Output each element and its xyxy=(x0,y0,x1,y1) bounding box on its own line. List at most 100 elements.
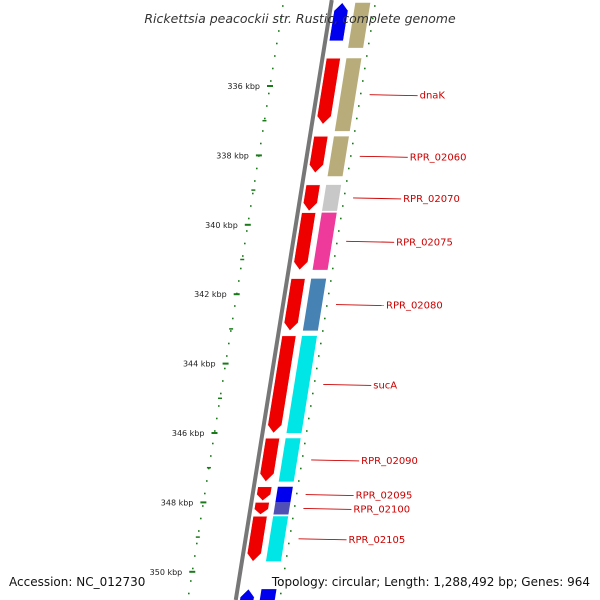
gene-label: RPR_02095 xyxy=(356,491,413,502)
gene-labels: dnaK RPR_02060 RPR_02070 RPR_02075 RPR_02080… xyxy=(298,91,467,546)
orf-arrow-reverse xyxy=(267,335,297,434)
outer-guide-dot xyxy=(370,30,372,32)
outer-guide-dot xyxy=(320,342,322,345)
outer-guide-dot xyxy=(326,305,328,307)
inner-guide-dot xyxy=(198,530,200,532)
backbone-line xyxy=(233,0,334,600)
inner-guide-dot xyxy=(272,67,274,70)
gene-track xyxy=(259,2,371,600)
inner-guide-dot xyxy=(276,42,278,45)
inner-guide-dot xyxy=(188,592,190,595)
inner-guide-dot xyxy=(244,242,246,245)
inner-guide-dot xyxy=(282,5,284,7)
outer-guide-dot xyxy=(364,67,366,70)
gene-label-leader xyxy=(298,538,347,541)
gene-block xyxy=(259,589,277,600)
inner-guide-dot xyxy=(234,305,236,307)
gene-block xyxy=(286,335,318,433)
outer-guide-dot xyxy=(310,405,312,407)
gene-label-leader xyxy=(359,155,408,158)
inner-guide-dot xyxy=(270,80,272,82)
orf-track xyxy=(239,2,349,600)
outer-guide-dot xyxy=(352,142,354,145)
gene-block xyxy=(327,136,349,177)
outer-guide-dot xyxy=(318,355,320,357)
outer-guide-dot xyxy=(300,467,302,470)
orf-arrow-reverse xyxy=(254,502,270,515)
gene-block xyxy=(275,486,293,503)
orf-arrow-reverse xyxy=(293,212,317,271)
outer-guide-dot xyxy=(362,80,364,82)
outer-guide-dot xyxy=(348,167,350,170)
inner-guide-dot xyxy=(254,180,256,182)
orf-arrow-forward xyxy=(328,2,349,42)
gene-block xyxy=(322,184,342,211)
inner-guide-dot xyxy=(226,355,228,357)
inner-guide-dot xyxy=(220,392,222,395)
inner-guide-dot xyxy=(200,517,202,520)
outer-guide-dot xyxy=(346,180,348,182)
gene-block xyxy=(302,278,327,331)
gene-label-leader xyxy=(353,197,402,200)
orf-arrow-forward xyxy=(239,588,255,600)
outer-guide-dot xyxy=(328,292,330,295)
inner-guide-dot xyxy=(280,17,282,20)
inner-guide-dot xyxy=(202,505,204,507)
gene-label-leader xyxy=(303,508,352,510)
kbp-tick-label: 340 kbp xyxy=(205,221,238,230)
outer-guide-dot xyxy=(284,567,286,570)
outer-guide-dot xyxy=(330,280,332,282)
outer-guide-dot xyxy=(290,530,292,532)
outer-guide-dot xyxy=(286,555,288,557)
orf-arrow-reverse xyxy=(283,278,306,332)
gene-block xyxy=(278,438,301,482)
outer-guide-dot xyxy=(374,5,376,7)
kbp-tick-label: 350 kbp xyxy=(150,568,183,577)
gene-block xyxy=(348,2,371,48)
inner-guide-dot xyxy=(194,555,196,557)
outer-guide-dot xyxy=(312,392,314,395)
inner-guide-dot xyxy=(262,130,264,132)
inner-guide-dot xyxy=(218,405,220,407)
kbp-tick-label: 338 kbp xyxy=(216,151,249,160)
gene-block xyxy=(334,58,362,132)
gene-label: RPR_02105 xyxy=(349,535,406,546)
gene-block xyxy=(312,212,337,270)
inner-guide-dot xyxy=(208,467,210,470)
outer-guide-dot xyxy=(342,205,344,207)
inner-guide-dot xyxy=(196,542,198,545)
inner-guide-dot xyxy=(192,567,194,570)
outer-guide-dot xyxy=(282,580,284,582)
inner-guide-dot xyxy=(274,55,276,57)
inner-guide-dot xyxy=(252,192,254,195)
inner-guide-dot xyxy=(246,230,248,232)
outer-guide-dot xyxy=(280,592,282,595)
inner-guide-dot xyxy=(250,205,252,207)
orf-arrow-reverse xyxy=(316,57,341,125)
gene-label: RPR_02075 xyxy=(396,237,453,248)
inner-guide-dot xyxy=(206,480,208,482)
inner-guide-dot xyxy=(242,255,244,257)
kbp-tick-label: 344 kbp xyxy=(183,360,216,369)
orf-arrow-reverse xyxy=(256,486,273,502)
gene-label-leader xyxy=(336,304,385,307)
outer-guide-dot xyxy=(316,367,318,370)
outer-guide-dot xyxy=(302,455,304,457)
kbp-tick-label: 342 kbp xyxy=(194,290,227,299)
inner-guide-dot xyxy=(264,117,266,120)
inner-guide-dot xyxy=(222,380,224,382)
outer-guide-dot xyxy=(372,17,374,20)
genome-backbone xyxy=(233,0,334,600)
accession-text: Accession: NC_012730 xyxy=(9,575,145,589)
gene-label-leader xyxy=(346,240,395,243)
inner-guide-dot xyxy=(248,217,250,220)
inner-guide-dot xyxy=(278,30,280,32)
outer-guide-dot xyxy=(306,430,308,432)
dotted-guide-lines xyxy=(188,5,376,595)
outer-guide-dot xyxy=(354,130,356,132)
outer-guide-dot xyxy=(350,155,352,157)
outer-guide-dot xyxy=(294,505,296,507)
outer-guide-dot xyxy=(292,517,294,520)
inner-guide-dot xyxy=(256,167,258,170)
outer-guide-dot xyxy=(322,330,324,332)
